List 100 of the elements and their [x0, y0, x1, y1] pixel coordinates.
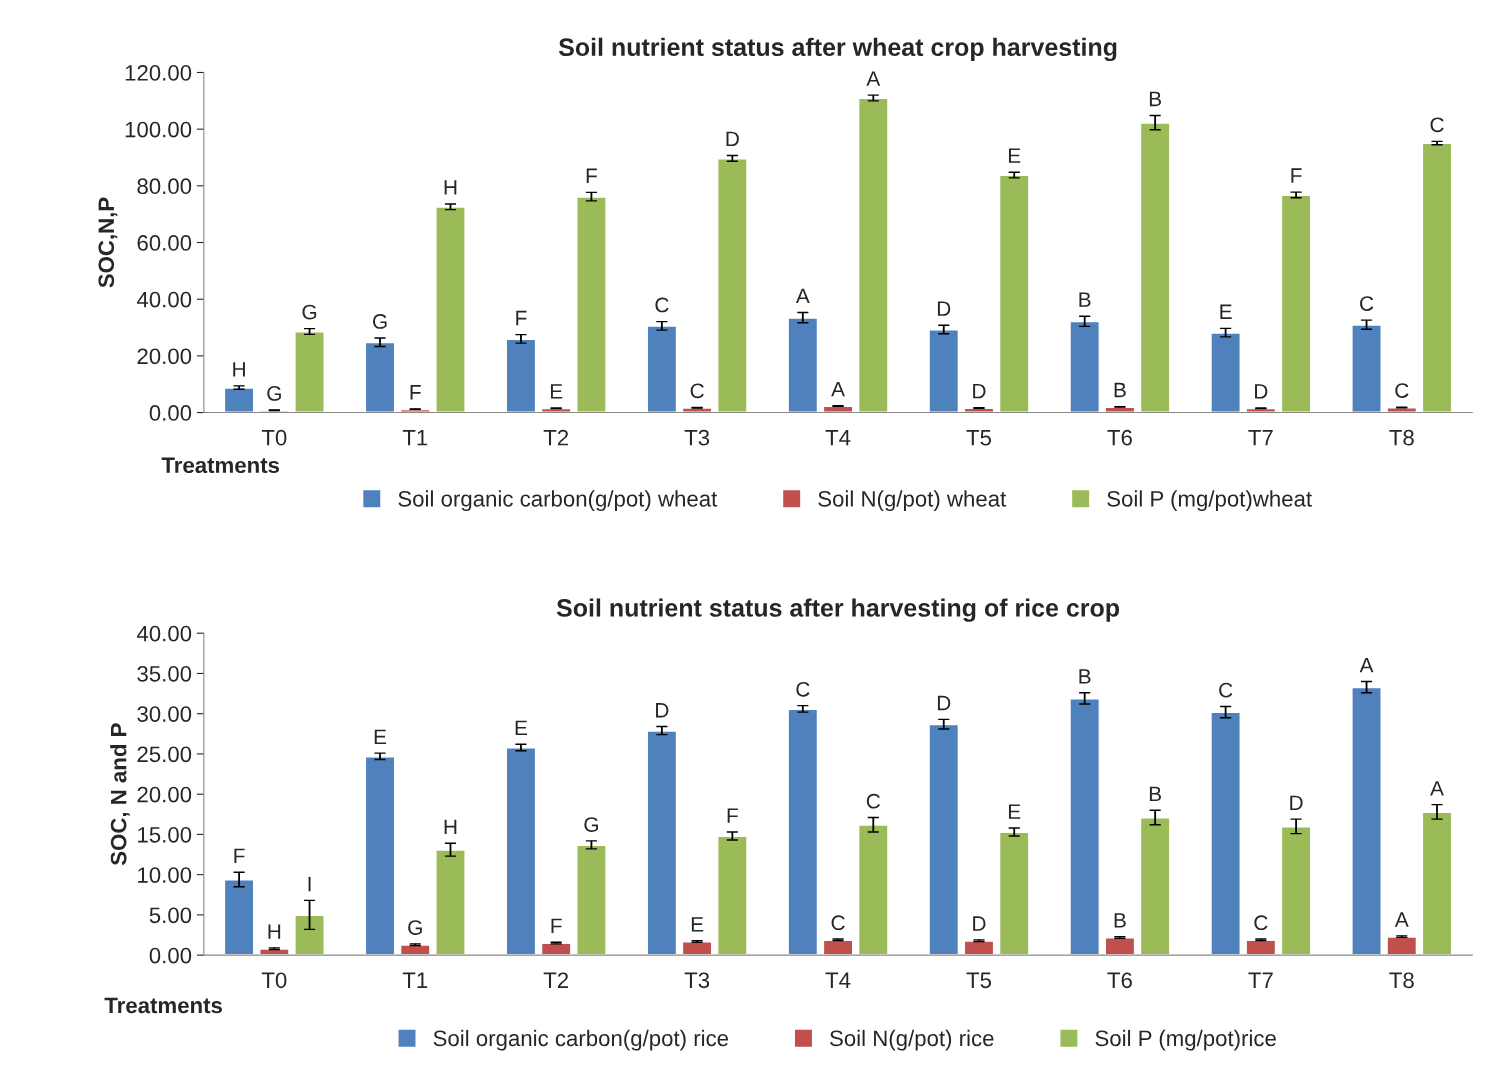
bar [716, 157, 749, 413]
bar [1350, 686, 1383, 956]
bar [857, 96, 890, 413]
x-tick-label: T5 [966, 430, 992, 446]
bar [1068, 320, 1101, 413]
data-label: C [1360, 296, 1374, 311]
legend-label: Soil P (mg/pot)rice [1095, 1029, 1276, 1051]
bar [857, 823, 890, 956]
bar [822, 938, 855, 956]
data-label: B [1079, 292, 1091, 307]
x-tick-label: T4 [825, 430, 851, 446]
data-label: H [444, 180, 457, 195]
bar [1421, 142, 1454, 413]
legend-label: Soil organic carbon(g/pot) rice [433, 1029, 729, 1051]
data-label: F [516, 310, 527, 326]
x-tick-label: T8 [1389, 429, 1414, 446]
y-tick-label: 80.00 [137, 178, 192, 195]
data-label: G [408, 920, 422, 935]
data-label: D [1290, 795, 1303, 810]
data-label: G [302, 304, 317, 320]
bar [1244, 938, 1277, 956]
data-label: C [831, 915, 845, 931]
bar [962, 939, 995, 956]
data-label: A [1359, 658, 1374, 673]
data-label: D [973, 916, 986, 931]
bar [1139, 121, 1172, 413]
data-label: E [691, 917, 704, 932]
bar [786, 316, 819, 413]
chart-title: Soil nutrient status after harvesting of rice crop [556, 598, 1120, 622]
y-tick-label: 10.00 [138, 867, 192, 883]
data-label: F [234, 848, 245, 864]
bar [998, 174, 1031, 413]
bar [1209, 331, 1242, 413]
chart-title: Soil nutrient status after wheat crop harvesting [558, 37, 1117, 62]
bar [364, 755, 397, 956]
bar [998, 830, 1031, 956]
x-tick-label: T0 [261, 972, 287, 989]
data-label: H [444, 819, 457, 835]
data-label: G [584, 817, 598, 832]
y-tick-label: 0.00 [149, 405, 192, 421]
legend-label: Soil N(g/pot) wheat [818, 490, 1007, 512]
y-tick-label: 120.00 [125, 65, 192, 81]
y-tick-label: 35.00 [137, 665, 192, 682]
x-tick-label: T4 [825, 972, 851, 988]
bar [927, 328, 960, 413]
data-label: B [1114, 382, 1126, 398]
x-tick-label: T1 [402, 430, 428, 446]
bar [504, 746, 537, 956]
legend-label: Soil N(g/pot) rice [830, 1029, 994, 1051]
bar [364, 341, 397, 413]
data-label: C [655, 297, 669, 313]
bar [1068, 697, 1101, 956]
data-label: E [1008, 148, 1021, 163]
x-tick-label: T7 [1248, 430, 1273, 446]
bar [1385, 935, 1418, 956]
data-label: D [656, 703, 669, 718]
data-label: B [1149, 91, 1161, 107]
data-label: E [1220, 304, 1232, 319]
data-label: E [1008, 804, 1021, 819]
data-label: C [866, 793, 881, 809]
data-label: F [410, 385, 421, 400]
x-axis-title: Treatments [104, 997, 222, 1014]
data-label: A [866, 71, 881, 86]
y-tick-label: 20.00 [137, 348, 192, 365]
y-tick-label: 0.00 [149, 947, 192, 964]
bar [1280, 193, 1313, 413]
data-label: C [1254, 915, 1268, 931]
bar [293, 330, 326, 413]
y-tick-label: 100.00 [125, 121, 192, 138]
data-label: A [831, 381, 845, 397]
data-label: C [796, 681, 810, 697]
data-label: E [374, 729, 387, 744]
x-tick-label: T6 [1107, 429, 1132, 446]
bar [293, 913, 326, 956]
data-label: F [586, 168, 597, 183]
bar [786, 707, 819, 956]
bar [575, 843, 608, 956]
bar [504, 337, 537, 413]
bar [716, 834, 749, 956]
data-label: F [1291, 168, 1302, 183]
data-label: F [551, 918, 562, 934]
bar [645, 324, 678, 413]
bar [927, 723, 960, 956]
data-label: H [268, 924, 281, 939]
data-label: C [1430, 117, 1444, 133]
data-label: C [1395, 383, 1409, 398]
bar [681, 940, 714, 956]
data-label: B [1079, 669, 1091, 684]
y-tick-label: 15.00 [138, 826, 192, 843]
x-tick-label: T7 [1248, 972, 1273, 988]
data-label: D [973, 383, 986, 399]
data-label: C [1219, 682, 1233, 698]
bar [1280, 825, 1313, 956]
y-tick-label: 20.00 [137, 786, 192, 803]
legend-label: Soil organic carbon(g/pot) wheat [398, 490, 718, 512]
bar [1209, 711, 1242, 956]
data-label: H [233, 362, 245, 377]
y-tick-label: 60.00 [137, 235, 192, 251]
data-label: I [308, 876, 311, 892]
data-label: G [267, 386, 281, 401]
